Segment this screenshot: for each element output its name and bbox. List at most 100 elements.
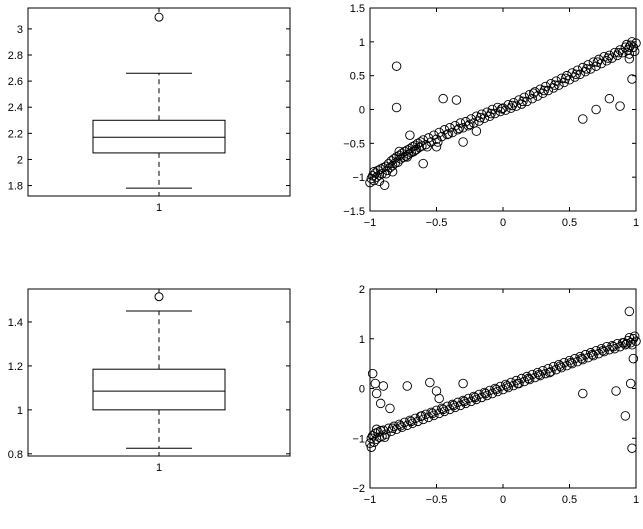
chart3-scatter-point [544, 367, 555, 378]
chart3-scatter-point [447, 399, 458, 410]
chart1-scatter-point [458, 137, 468, 147]
chart1-scatter-point [609, 47, 620, 58]
chart2-xtick-label: 1 [156, 462, 162, 474]
chart3-scatter-point [599, 346, 609, 357]
chart3-scatter-point [492, 386, 503, 397]
chart3-scatter-point [389, 421, 399, 432]
chart3-scatter-point [378, 381, 389, 391]
chart3-xtick-label: −1 [364, 494, 377, 506]
chart3-scatter-point [375, 398, 386, 409]
chart1-scatter-point [586, 64, 596, 74]
chart1-scatter-point [387, 160, 398, 171]
chart1-scatter-point [402, 152, 412, 162]
chart1-scatter-point [508, 97, 519, 108]
chart1-scatter-point [454, 123, 464, 134]
chart3-ytick-label: −1 [352, 433, 365, 445]
chart3-scatter-point [578, 388, 588, 399]
chart1-scatter-point [475, 112, 486, 123]
chart3-scatter-point [625, 378, 636, 389]
chart3-scatter-point [608, 341, 619, 352]
chart3-ytick-label: 2 [359, 284, 365, 296]
chart3-scatter-point [458, 378, 468, 389]
chart1-scatter-point [381, 169, 391, 179]
chart3-scatter-point [627, 443, 637, 453]
chart3-scatter-point [407, 418, 418, 429]
chart1-scatter-point [627, 74, 637, 84]
chart3-scatter-point [532, 367, 543, 378]
chart1-scatter-point [570, 72, 580, 82]
chart3-scatter-point [543, 363, 553, 374]
chart3-scatter-point [421, 409, 431, 420]
chart3-scatter-point [524, 374, 535, 385]
chart1-scatter-point [528, 88, 539, 99]
chart1-scatter-point [471, 126, 482, 136]
chart2-outlier-point [154, 292, 164, 302]
chart3-xtick-label: −0.5 [426, 494, 448, 506]
chart1-ytick-label: −1 [352, 172, 365, 184]
chart0-ytick-label: 2.6 [8, 76, 23, 88]
chart3-scatter-point [480, 388, 491, 399]
chart1-ytick-label: 1.5 [350, 3, 365, 15]
chart1-scatter-point [554, 80, 564, 90]
chart3-scatter-point [417, 411, 427, 421]
chart3-xtick-label: 1 [633, 494, 639, 506]
chart3-scatter-point [566, 357, 576, 368]
chart1-scatter-point [484, 111, 495, 122]
chart1-scatter-point [421, 139, 431, 150]
chart3-scatter-point [575, 351, 585, 362]
chart3-scatter-point [461, 398, 471, 409]
chart1-scatter-point [375, 164, 386, 174]
chart3-scatter-point [578, 354, 588, 365]
chart3-scatter-point [437, 403, 447, 414]
chart1-scatter-point [596, 58, 607, 69]
chart1-scatter-point [564, 74, 575, 85]
chart1-scatter-point [538, 88, 548, 99]
chart1-scatter-point [560, 73, 571, 84]
chart3-scatter-point [628, 353, 639, 364]
chart3-scatter-point [450, 402, 460, 413]
chart1-scatter-point [548, 83, 559, 93]
chart1-scatter-point [624, 42, 635, 52]
chart1-scatter-point [369, 167, 379, 177]
chart3-scatter-point [607, 340, 617, 351]
chart3-scatter-point [425, 377, 435, 388]
chart3-scatter-point [540, 368, 551, 379]
chart1-scatter-point [500, 105, 511, 115]
chart3-scatter-point [512, 378, 523, 389]
chart3-scatter-point [471, 394, 482, 405]
chart1-scatter-point [422, 141, 432, 152]
chart1-scatter-point [431, 134, 442, 145]
chart3-scatter-point [596, 343, 607, 354]
chart3-scatter-point [629, 331, 640, 342]
scatter-top: −1.5−1−0.500.511.5−1 −0.5 0 0.5 1 [343, 3, 641, 229]
chart1-scatter-point [592, 57, 603, 67]
chart1-scatter-point [511, 101, 522, 111]
chart1-scatter-point [559, 77, 569, 88]
chart1-scatter-point [405, 130, 415, 140]
chart3-scatter-point [406, 416, 416, 427]
chart1-scatter-point [604, 50, 615, 61]
chart1-scatter-point [603, 53, 613, 63]
chart2-iqr-box [92, 368, 226, 411]
chart1-scatter-point [433, 137, 443, 147]
chart3-scatter-point [502, 381, 512, 391]
chart1-scatter-point [411, 144, 422, 155]
chart1-xtick-label: 0.5 [562, 217, 577, 229]
chart3-scatter-point [500, 379, 511, 390]
chart3-scatter-point [379, 432, 390, 443]
chart2-ytick-label: 1.4 [8, 317, 23, 329]
chart3-scatter-point [439, 406, 450, 417]
chart1-scatter-point [613, 47, 624, 58]
chart1-scatter-point [543, 85, 553, 96]
chart3-scatter-point [370, 378, 381, 389]
chart3-scatter-point [567, 358, 577, 369]
chart3-scatter-point [468, 391, 479, 402]
chart0-ytick-label: 3 [17, 24, 23, 36]
chart3-scatter-point [371, 388, 382, 399]
chart1-scatter-point [431, 141, 442, 152]
chart3-scatter-point [482, 390, 492, 401]
chart3-scatter-point [523, 373, 534, 384]
chart1-scatter-point [571, 69, 581, 80]
chart1-scatter-point [410, 145, 420, 155]
